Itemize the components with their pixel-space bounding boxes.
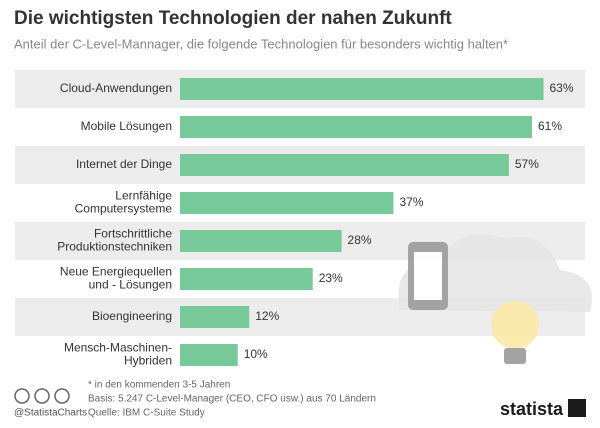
bar: [180, 344, 238, 366]
category-label: Bioengineering: [92, 309, 172, 323]
chart-subtitle: Anteil der C-Level-Mannager, die folgend…: [14, 36, 508, 51]
category-label: Mensch-Maschinen-Hybriden: [64, 341, 172, 368]
bar: [180, 192, 394, 214]
bar: [180, 154, 509, 176]
category-label: Lernfähige Computersysteme: [75, 189, 173, 216]
bar: [180, 268, 313, 290]
footnote: Quelle: IBM C-Suite Study: [88, 408, 205, 419]
bar: [180, 306, 250, 328]
footnote: Basis: 5.247 C-Level-Manager (CEO, CFO u…: [88, 394, 376, 405]
footnote: * in den kommenden 3-5 Jahren: [88, 380, 230, 391]
category-label: Fortschrittliche Produktionstechniken: [57, 227, 172, 254]
value-label: 63%: [550, 81, 574, 95]
value-label: 57%: [515, 157, 539, 171]
chart-title: Die wichtigsten Technologien der nahen Z…: [14, 8, 452, 29]
value-label: 37%: [399, 195, 423, 209]
value-label: 23%: [319, 271, 343, 285]
value-label: 61%: [538, 119, 562, 133]
plot: Cloud-Anwendungen 63% Mobile Lösungen 61% In…: [15, 70, 585, 368]
category-label: Internet der Dinge: [76, 157, 172, 171]
value-label: 10%: [244, 347, 268, 361]
nd-icon: [54, 388, 70, 404]
brand-mark: [568, 399, 586, 417]
category-label: Neue Energiequellen und - Lösungen: [60, 265, 172, 292]
phone-screen: [414, 252, 442, 300]
value-label: 28%: [348, 233, 372, 247]
bar: [180, 78, 544, 100]
category-label: Cloud-Anwendungen: [60, 81, 172, 95]
by-icon: [34, 388, 50, 404]
brand-logo: statista: [500, 399, 564, 419]
bar: [180, 116, 532, 138]
handle: @StatistaCharts: [14, 408, 87, 419]
bulb-base: [504, 348, 526, 364]
cc-icon: [14, 388, 30, 404]
bar: [180, 230, 342, 252]
bulb-icon: [491, 301, 539, 349]
illustration: [398, 234, 592, 364]
category-label: Mobile Lösungen: [81, 119, 172, 133]
value-label: 12%: [255, 309, 279, 323]
